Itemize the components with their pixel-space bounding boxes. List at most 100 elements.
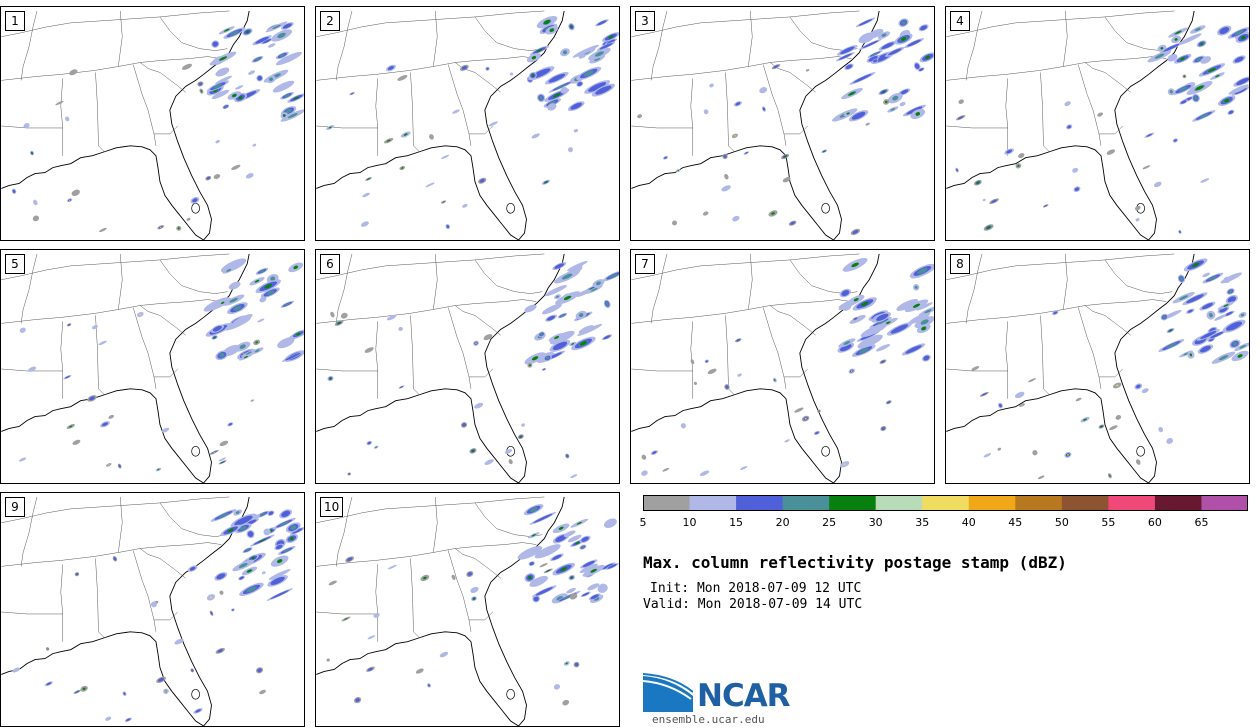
reflectivity-cell <box>1116 384 1119 387</box>
reflectivity-cell <box>1162 315 1166 319</box>
reflectivity-cell <box>268 569 291 580</box>
reflectivity-cell <box>287 113 298 119</box>
reflectivity-cell <box>161 427 170 433</box>
state-border <box>1005 78 1009 156</box>
reflectivity-cell <box>228 281 241 290</box>
reflectivity-cell <box>165 690 167 693</box>
coastline <box>1 496 250 726</box>
reflectivity-cell <box>462 203 468 208</box>
colorbar-segment <box>922 495 970 511</box>
reflectivity-cell <box>882 90 886 93</box>
state-border <box>316 125 378 129</box>
reflectivity-cell <box>920 319 929 325</box>
reflectivity-cell <box>529 507 538 513</box>
reflectivity-cell <box>215 75 233 85</box>
reflectivity-cell <box>868 55 878 62</box>
state-border <box>468 611 493 621</box>
state-border <box>631 253 860 280</box>
reflectivity-cell <box>270 576 285 585</box>
reflectivity-cell <box>1234 56 1244 63</box>
reflectivity-cell <box>1158 426 1164 433</box>
init-time: Init: Mon 2018-07-09 12 UTC <box>650 581 862 596</box>
ncar-logo-text: NCAR <box>697 678 791 714</box>
reflectivity-cell <box>567 534 582 543</box>
reflectivity-cell <box>425 182 435 188</box>
state-border <box>20 496 38 567</box>
colorbar-tick-label: 25 <box>822 516 837 529</box>
reflectivity-cell <box>919 68 924 72</box>
reflectivity-cell <box>330 311 335 318</box>
reflectivity-cell <box>1006 149 1013 154</box>
member-number: 1 <box>5 11 25 31</box>
reflectivity-cell <box>881 33 887 37</box>
state-border <box>1077 307 1102 389</box>
reflectivity-cell <box>270 590 289 599</box>
reflectivity-cell <box>1207 67 1216 73</box>
colorbar-tick-label: 15 <box>729 516 744 529</box>
state-border <box>132 307 157 389</box>
reflectivity-cell <box>259 269 265 273</box>
reflectivity-cell <box>275 51 302 66</box>
colorbar-tick-label: 30 <box>868 516 883 529</box>
state-border <box>132 550 157 632</box>
reflectivity-cell <box>340 312 348 319</box>
reflectivity-cell <box>1210 331 1224 339</box>
reflectivity-cell <box>915 112 921 116</box>
state-border <box>946 299 1167 324</box>
reflectivity-cell <box>239 344 246 349</box>
reflectivity-cell <box>403 133 408 136</box>
reflectivity-cell <box>82 687 86 690</box>
colorbar-segment <box>736 495 784 511</box>
colorbar-segment <box>1201 495 1248 511</box>
reflectivity-cell <box>211 89 230 100</box>
reflectivity-cell <box>213 83 223 89</box>
reflectivity-cell <box>293 96 299 100</box>
reflectivity-cell <box>295 332 301 336</box>
reflectivity-cell <box>285 352 301 361</box>
reflectivity-cell <box>840 46 855 55</box>
reflectivity-cell <box>845 64 853 70</box>
reflectivity-cell <box>693 381 697 385</box>
reflectivity-cell <box>736 339 741 342</box>
reflectivity-cell <box>255 341 259 344</box>
reflectivity-cell <box>475 342 477 345</box>
reflectivity-cell <box>337 321 341 325</box>
reflectivity-cell <box>213 336 216 339</box>
reflectivity-cell <box>876 320 886 325</box>
reflectivity-cell <box>1175 30 1182 35</box>
state-border <box>769 305 816 336</box>
reflectivity-cell <box>554 336 559 340</box>
state-border <box>316 56 537 81</box>
reflectivity-cell <box>841 290 850 297</box>
reflectivity-cell <box>213 451 216 453</box>
reflectivity-cell <box>462 423 466 427</box>
reflectivity-cell <box>282 23 292 29</box>
reflectivity-cell <box>1223 304 1229 307</box>
reflectivity-cell <box>546 315 556 321</box>
reflectivity-cell <box>55 100 64 106</box>
state-border <box>946 253 1175 280</box>
reflectivity-cell <box>737 373 742 377</box>
member-number: 3 <box>635 11 655 31</box>
reflectivity-cell <box>68 199 71 201</box>
reflectivity-cell <box>853 317 858 320</box>
reflectivity-cell <box>74 690 80 694</box>
state-border <box>316 496 545 523</box>
member-panel-3: 3 <box>630 6 935 241</box>
reflectivity-cell <box>905 345 922 354</box>
reflectivity-cell <box>1109 474 1111 477</box>
reflectivity-cell <box>531 133 540 139</box>
reflectivity-cell <box>1177 33 1202 46</box>
reflectivity-cell <box>991 199 997 203</box>
state-border <box>748 253 753 310</box>
state-border <box>316 10 545 37</box>
reflectivity-cell <box>387 564 397 570</box>
reflectivity-cell <box>113 557 117 561</box>
reflectivity-cell <box>570 102 583 110</box>
reflectivity-cell <box>195 709 201 713</box>
reflectivity-cell <box>860 323 888 338</box>
reflectivity-cell <box>350 92 354 95</box>
member-number: 9 <box>5 497 25 517</box>
reflectivity-cell <box>328 126 332 129</box>
reflectivity-cell <box>277 337 295 349</box>
